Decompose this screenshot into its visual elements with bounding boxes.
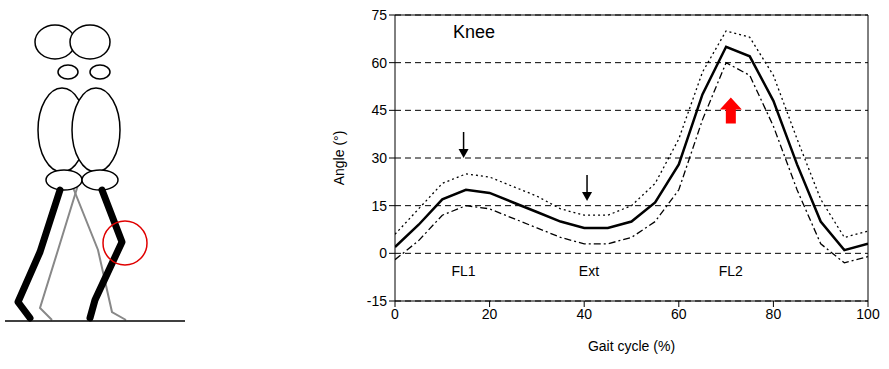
svg-text:FL2: FL2 [719, 263, 743, 279]
svg-text:Ext: Ext [579, 263, 599, 279]
svg-text:60: 60 [371, 55, 387, 71]
svg-text:Angle (°): Angle (°) [331, 131, 347, 186]
svg-text:Gait cycle (%): Gait cycle (%) [588, 338, 675, 354]
svg-text:75: 75 [371, 7, 387, 23]
svg-text:45: 45 [371, 102, 387, 118]
svg-text:100: 100 [856, 306, 880, 322]
svg-text:30: 30 [371, 150, 387, 166]
svg-text:40: 40 [576, 306, 592, 322]
svg-text:0: 0 [391, 306, 399, 322]
svg-text:FL1: FL1 [452, 263, 476, 279]
html-text:Knee: Knee [453, 22, 495, 42]
svg-text:15: 15 [371, 198, 387, 214]
svg-text:0: 0 [379, 245, 387, 261]
svg-text:60: 60 [671, 306, 687, 322]
svg-text:-15: -15 [367, 293, 387, 309]
svg-text:80: 80 [766, 306, 782, 322]
svg-text:20: 20 [482, 306, 498, 322]
